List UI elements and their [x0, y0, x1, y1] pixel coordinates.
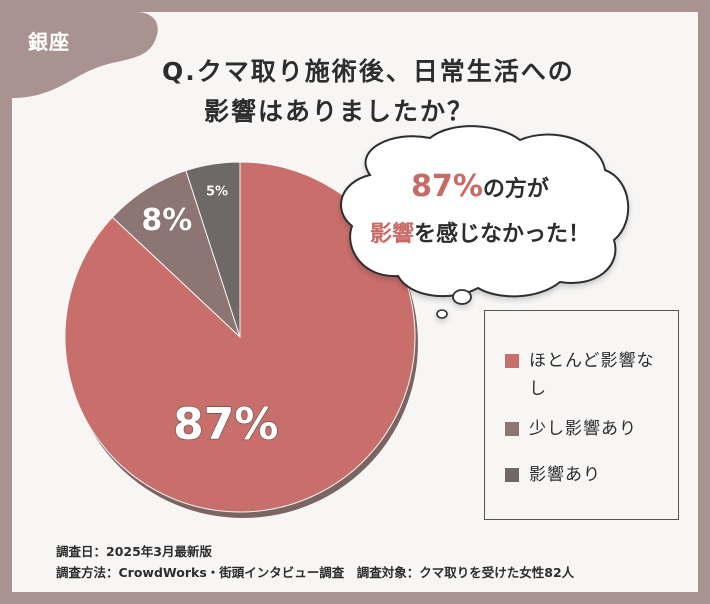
legend-item-little: 少し影響あり [505, 415, 669, 443]
speech-bubble [340, 125, 630, 319]
legend-item-some: 影響あり [505, 461, 669, 489]
corner-tag: 銀座 [12, 12, 162, 98]
legend-label-little: 少し影響あり [529, 419, 637, 439]
footer: 調査日：2025年3月最新版 調査方法：CrowdWorks・街頭インタビュー調… [56, 541, 574, 583]
bubble-text: 87%の方が 影響を感じなかった！ [345, 170, 615, 257]
title-line2: 影響はありましたか？ [204, 97, 475, 126]
slice-some [185, 161, 241, 338]
legend-item-none: ほとんど影響なし [505, 347, 669, 403]
corner-label: 銀座 [28, 30, 70, 54]
bubble-highlight: 影響 [369, 222, 414, 247]
legend-swatch-none [505, 354, 519, 368]
bubble-line2-rest: を感じなかった！ [414, 222, 591, 247]
legend-swatch-little [505, 422, 519, 436]
title-line1: Q.クマ取り施術後、日常生活への [162, 57, 575, 86]
bubble-line1: 87%の方が [345, 170, 615, 207]
survey-date: 調査日：2025年3月最新版 [56, 544, 212, 559]
bubble-line2: 影響を感じなかった！ [345, 213, 615, 257]
page-title: Q.クマ取り施術後、日常生活への 影響はありましたか？ [162, 52, 702, 132]
legend: ほとんど影響なし 少し影響あり 影響あり [484, 310, 679, 520]
legend-label-none: ほとんど影響なし [529, 351, 655, 399]
survey-method: 調査方法：CrowdWorks・街頭インタビュー調査 調査対象：クマ取りを受けた… [56, 565, 575, 580]
bubble-line1-rest: の方が [482, 177, 549, 202]
legend-swatch-some [505, 468, 519, 482]
bubble-pct: 87% [411, 169, 483, 204]
slice-label-some: 5% [206, 184, 228, 199]
slice-label-none: 87% [173, 399, 278, 450]
legend-label-some: 影響あり [529, 465, 601, 485]
slice-label-little: 8% [141, 203, 192, 238]
